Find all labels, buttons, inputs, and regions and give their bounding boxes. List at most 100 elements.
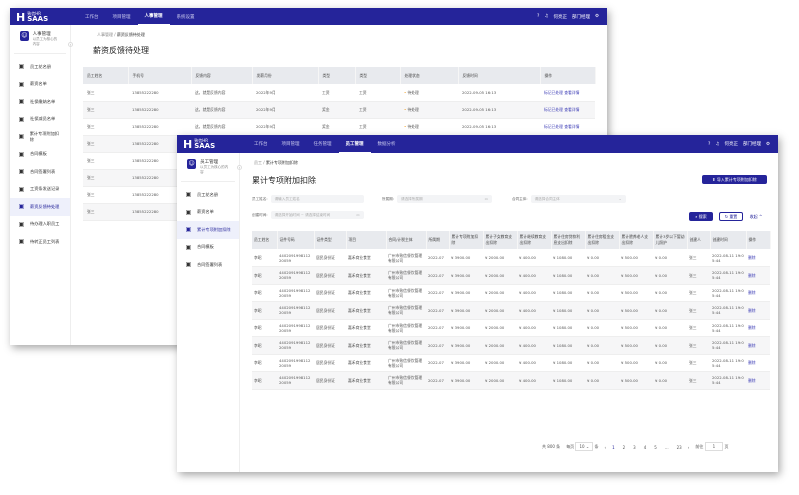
delete-link[interactable]: 删除 [746, 336, 770, 355]
gear-icon[interactable]: ⚙ [765, 141, 770, 147]
table-row: 张三 13855222280 这，就是反馈内容 2022年9月 奖金 工资 • 待处理 202… [83, 118, 595, 136]
sidebar-item[interactable]: ▣ 待办理入职员工 [10, 216, 70, 234]
sidebar-item[interactable]: ▣ 社保减员名单 [10, 111, 70, 129]
page-button[interactable]: 5 [654, 444, 657, 450]
mark-processed-link[interactable]: 标记已处理 [544, 107, 563, 112]
sidebar-item-label: 待办理入职员工 [30, 221, 60, 227]
sidebar-item[interactable]: ▣ 合同模板 [10, 146, 70, 164]
page-button[interactable]: 2 [622, 444, 626, 450]
help-icon[interactable]: ? [537, 14, 540, 19]
sidebar-item[interactable]: ▣ 合同模板 [177, 239, 239, 257]
table-cell: ¥ 2000.00 [483, 284, 517, 302]
table-row: 李昭 440209199811220059 居民身份证 嘉禾商业食堂 广州市致信餐饮管理… [252, 319, 770, 337]
table-cell: ¥ 500.00 [619, 319, 653, 337]
column-header: 合同/计税主体 [386, 231, 427, 249]
goto-page-input[interactable]: 1 [704, 442, 724, 451]
page-title: 薪资反馈待处理 [93, 46, 149, 55]
import-button[interactable]: ⬆ 导入累计专项附加扣除 [702, 175, 767, 184]
status-dot-icon: • [404, 107, 408, 112]
nav-tab[interactable]: 系统设置 [176, 14, 195, 20]
nav-tab[interactable]: 项目管理 [281, 142, 300, 147]
next-page-button[interactable]: › [687, 444, 690, 450]
page-button[interactable]: 3 [633, 444, 636, 450]
view-details-link[interactable]: 查看详情 [564, 89, 580, 95]
sidebar-item[interactable]: ▣ 累计专项附加扣除 [10, 128, 70, 146]
bell-icon[interactable]: ♫ [544, 14, 549, 19]
view-details-link[interactable]: 查看详情 [564, 124, 580, 129]
entity-select[interactable]: 请选择合同主体 ⌄ [530, 195, 626, 203]
sidebar-item[interactable]: ▣ 员工花名册 [177, 186, 239, 204]
table-cell: ¥ 400.00 [517, 301, 551, 320]
sidebar-item[interactable]: ▣ 工资条发送记录 [10, 181, 70, 199]
sidebar-item-label: 员工花名册 [197, 191, 218, 197]
user-role: 部门经理 [742, 142, 761, 147]
nav-tab[interactable]: 人事管理 [137, 8, 170, 25]
coin-icon: ▣ [18, 133, 25, 141]
view-details-link[interactable]: 查看详情 [564, 107, 580, 112]
column-header: 创建人 [687, 231, 711, 249]
sidebar-item[interactable]: ▣ 社保缴纳名单 [10, 93, 70, 111]
period-picker[interactable]: 请选择所属期 ▭ [397, 195, 492, 203]
prev-page-button[interactable]: ‹ [604, 444, 607, 450]
nav-tab[interactable]: 工作台 [254, 142, 268, 147]
sidebar-item[interactable]: ▣ 合同签署列表 [10, 163, 70, 181]
mark-processed-link[interactable]: 标记已处理 [544, 89, 563, 95]
search-button[interactable]: ⌕ 搜索 [689, 212, 713, 221]
delete-link[interactable]: 删除 [746, 301, 770, 320]
collapse-filters-button[interactable]: 收起 ^ [749, 213, 763, 220]
sidebar-item-label: 薪资反馈待处理 [30, 203, 60, 209]
goto-unit: 页 [724, 444, 729, 449]
sidebar-item[interactable]: ▣ 薪资反馈待处理 [10, 198, 70, 216]
table-cell: ¥ 1080.00 [551, 371, 585, 390]
sidebar-item-label: 合同模板 [197, 244, 214, 250]
nav-tab[interactable]: 任务管理 [313, 142, 332, 147]
nav-tab[interactable]: 工作台 [85, 14, 99, 20]
user-name[interactable]: 何亮正 [553, 14, 567, 20]
column-header: 手机号 [128, 67, 192, 84]
bell-icon[interactable]: ♫ [715, 141, 720, 147]
per-page-select[interactable]: 10 ⌄ [575, 442, 594, 451]
page-button[interactable]: 4 [643, 444, 647, 450]
user-name[interactable]: 何亮正 [724, 142, 738, 147]
nav-tab[interactable]: 项目管理 [112, 14, 131, 20]
table-cell: 这，就是反馈内容 [191, 101, 252, 119]
page-button[interactable]: ... [664, 444, 669, 450]
sidebar-item[interactable]: ▣ 薪资名单 [10, 76, 70, 94]
page-title: 累计专项附加扣除 [252, 176, 316, 185]
table-cell: 张三 [83, 118, 128, 136]
delete-link[interactable]: 删除 [746, 319, 770, 337]
table-cell: 张三 [83, 169, 128, 187]
cell-text: 张三 [87, 192, 95, 197]
table-cell: ¥ 3900.00 [449, 371, 483, 390]
delete-link[interactable]: 删除 [746, 284, 770, 302]
sidebar-item[interactable]: ▣ 员工花名册 [10, 58, 70, 76]
name-input[interactable]: 请输入员工姓名 [270, 195, 364, 203]
page-button[interactable]: 1 [612, 444, 615, 450]
help-icon[interactable]: ? [708, 141, 711, 147]
mark-processed-link[interactable]: 标记已处理 [544, 124, 563, 129]
nav-tab[interactable]: 员工管理 [338, 135, 371, 153]
cell-text: 这，就是反馈内容 [195, 89, 226, 95]
delete-link[interactable]: 删除 [746, 249, 770, 267]
delete-link[interactable]: 删除 [746, 371, 770, 390]
chevron-down-icon: ⌄ [618, 197, 622, 201]
nav-tab[interactable]: 数据分析 [377, 142, 396, 147]
delete-link[interactable]: 删除 [746, 266, 770, 285]
reset-button[interactable]: ↻ 重置 [719, 212, 743, 221]
collapse-sidebar-button[interactable]: ‹ [237, 165, 242, 170]
delete-link[interactable]: 删除 [746, 354, 770, 372]
table-row: 李昭 440209199811220059 居民身份证 嘉禾商业食堂 广州市致信餐饮管理… [252, 354, 770, 372]
collapse-sidebar-button[interactable]: ‹ [68, 42, 73, 47]
table-cell: 李昭 [252, 301, 277, 320]
cell-text: 待处理 [407, 107, 419, 112]
sidebar-item[interactable]: ▣ 合同签署列表 [177, 256, 239, 274]
created-range-picker[interactable]: 请选择开始时间 ~ 请选择结束时间 ▭ [270, 211, 364, 219]
cell-text: 2022-09-05 16:13 [462, 107, 497, 112]
sidebar-item[interactable]: ▣ 待转正员工列表 [10, 233, 70, 251]
column-header: 累计3岁以下婴幼儿照护 [653, 231, 688, 249]
sidebar-item[interactable]: ▣ 薪资名单 [177, 204, 239, 222]
sidebar-item[interactable]: ▣ 累计专项附加扣除 [177, 221, 239, 239]
table-cell: 张三 [83, 203, 128, 221]
page-button[interactable]: 23 [676, 444, 682, 450]
gear-icon[interactable]: ⚙ [594, 14, 599, 19]
